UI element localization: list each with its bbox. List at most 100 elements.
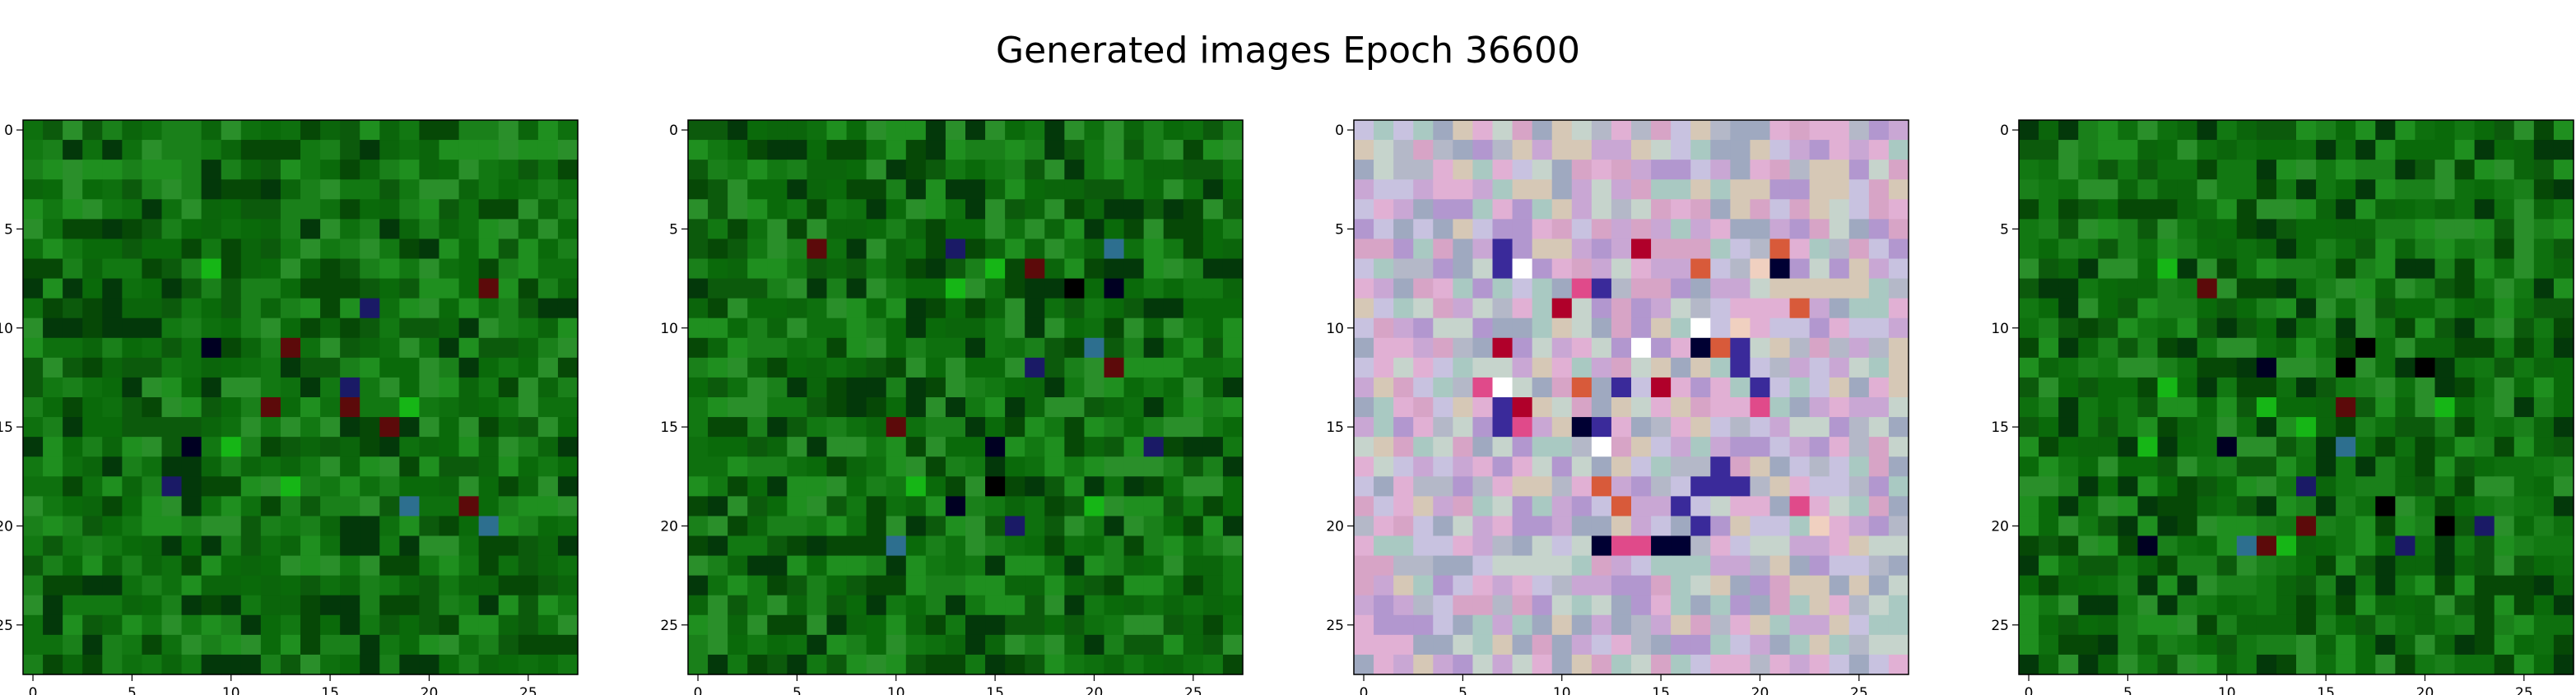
pixel-cell	[747, 179, 768, 200]
pixel-cell	[2474, 614, 2495, 636]
pixel-cell	[846, 535, 867, 557]
pixel-cell	[1591, 417, 1612, 438]
pixel-cell	[2098, 535, 2118, 557]
pixel-cell	[2019, 258, 2039, 280]
pixel-cell	[1393, 555, 1414, 577]
pixel-cell	[1671, 120, 1691, 141]
pixel-cell	[2434, 654, 2456, 675]
pixel-cell	[2177, 278, 2198, 299]
pixel-cell	[518, 317, 539, 339]
pixel-cell	[1393, 456, 1414, 477]
pixel-cell	[2058, 456, 2079, 477]
pixel-cell	[2316, 476, 2337, 497]
pixel-cell	[767, 417, 788, 438]
pixel-cell	[221, 199, 242, 220]
y-tick-label: 25	[660, 618, 678, 634]
pixel-cell	[1769, 614, 1791, 636]
pixel-cell	[2256, 496, 2277, 517]
pixel-cell	[1005, 397, 1025, 418]
pixel-cell	[787, 199, 808, 220]
pixel-cell	[1472, 456, 1494, 477]
pixel-cell	[1453, 555, 1474, 577]
x-tick-label: 20	[2416, 685, 2434, 695]
pixel-cell	[439, 179, 460, 200]
pixel-cell	[1571, 298, 1593, 319]
pixel-cell	[1163, 476, 1184, 497]
pixel-cell	[1591, 357, 1612, 378]
pixel-cell	[2454, 179, 2476, 200]
pixel-cell	[102, 199, 123, 220]
pixel-cell	[240, 140, 262, 160]
pixel-cell	[1025, 278, 1045, 299]
pixel-cell	[945, 120, 966, 141]
pixel-cell	[300, 258, 321, 280]
pixel-cell	[1671, 219, 1691, 240]
pixel-cell	[1183, 179, 1204, 200]
pixel-cell	[2434, 120, 2456, 141]
pixel-cell	[1611, 317, 1632, 339]
pixel-cell	[2355, 337, 2376, 359]
pixel-cell	[360, 140, 380, 160]
pixel-cell	[708, 120, 728, 141]
pixel-cell	[2316, 278, 2337, 299]
pixel-cell	[866, 417, 887, 438]
pixel-cell	[2039, 298, 2059, 319]
pixel-cell	[1044, 199, 1065, 220]
pixel-cell	[1611, 614, 1632, 636]
pixel-cell	[399, 219, 421, 240]
pixel-cell	[142, 179, 163, 200]
pixel-cell	[1064, 555, 1086, 577]
pixel-cell	[2434, 397, 2456, 418]
pixel-cell	[1354, 437, 1374, 457]
pixel-cell	[201, 278, 222, 299]
pixel-cell	[1551, 397, 1573, 418]
pixel-cell	[747, 258, 768, 280]
pixel-cell	[1433, 397, 1453, 418]
pixel-cell	[2157, 337, 2178, 359]
pixel-cell	[1143, 337, 1165, 359]
pixel-cell	[1143, 278, 1165, 299]
pixel-cell	[399, 397, 421, 418]
pixel-cell	[280, 337, 301, 359]
pixel-cell	[886, 199, 907, 220]
pixel-cell	[2039, 614, 2059, 636]
pixel-cell	[63, 160, 83, 180]
pixel-cell	[1222, 179, 1244, 200]
pixel-cell	[340, 357, 360, 378]
pixel-cell	[498, 417, 519, 438]
pixel-cell	[905, 516, 927, 537]
pixel-cell	[1025, 417, 1045, 438]
pixel-cell	[2513, 476, 2535, 497]
pixel-cell	[379, 496, 400, 517]
pixel-cell	[2553, 160, 2574, 180]
pixel-cell	[518, 160, 539, 180]
pixel-cell	[2157, 595, 2178, 616]
pixel-cell	[1354, 298, 1374, 319]
pixel-cell	[2494, 417, 2515, 438]
pixel-cell	[1551, 634, 1573, 656]
pixel-cell	[2533, 219, 2555, 240]
pixel-cell	[1163, 298, 1184, 319]
pixel-cell	[925, 437, 946, 457]
pixel-cell	[1571, 397, 1593, 418]
pixel-cell	[2395, 634, 2416, 656]
pixel-cell	[518, 535, 539, 557]
pixel-cell	[1183, 199, 1204, 220]
pixel-cell	[1848, 199, 1870, 220]
pixel-cell	[2296, 476, 2317, 497]
pixel-cell	[826, 179, 848, 200]
pixel-cell	[1829, 496, 1850, 517]
pixel-cell	[1044, 120, 1065, 141]
pixel-cell	[747, 476, 768, 497]
pixel-cell	[2256, 555, 2277, 577]
pixel-cell	[320, 258, 341, 280]
pixel-cell	[142, 140, 163, 160]
pixel-cell	[1354, 476, 1374, 497]
pixel-cell	[1492, 377, 1514, 398]
pixel-cell	[2019, 614, 2039, 636]
pixel-cell	[1829, 555, 1850, 577]
pixel-cell	[82, 337, 103, 359]
pixel-cell	[1393, 476, 1414, 497]
pixel-cell	[1769, 634, 1791, 656]
pixel-cell	[340, 179, 360, 200]
